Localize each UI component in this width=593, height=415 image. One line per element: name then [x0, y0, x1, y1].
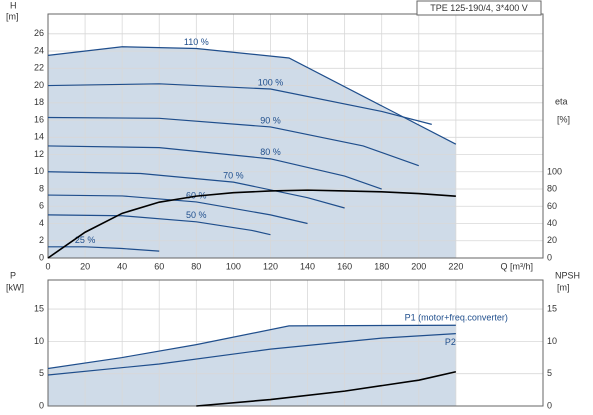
y2-axis-label: NPSH	[555, 270, 580, 280]
operating-range	[48, 325, 456, 406]
y-axis-label: P	[10, 270, 16, 280]
y-tick-label: 24	[34, 45, 44, 55]
y-axis-unit: [kW]	[6, 282, 24, 292]
curve	[47, 214, 271, 236]
curve	[196, 370, 457, 407]
series-label: P1 (motor+freq.converter)	[405, 313, 508, 323]
y-tick-label: 16	[34, 114, 44, 124]
y-tick-label: 2	[39, 235, 44, 245]
x-tick-label: 140	[300, 261, 315, 271]
curve	[47, 194, 308, 225]
y2-tick-label: 100	[547, 166, 562, 176]
x-tick-label: 20	[80, 261, 90, 271]
y-tick-label: 6	[39, 201, 44, 211]
y-tick-label: 4	[39, 218, 44, 228]
y-tick-label: 26	[34, 28, 44, 38]
y2-axis-unit: [m]	[557, 282, 570, 292]
curve	[47, 83, 432, 125]
y2-tick-label: 5	[547, 368, 552, 378]
series-label: P2	[445, 337, 456, 347]
curve	[47, 324, 456, 370]
series-label: 50 %	[186, 210, 207, 220]
x-tick-label: 0	[45, 261, 50, 271]
x-tick-label: 160	[337, 261, 352, 271]
curve	[47, 189, 456, 259]
y-tick-label: 15	[34, 303, 44, 313]
curve	[47, 171, 345, 209]
curve	[47, 145, 382, 190]
curve	[47, 46, 457, 145]
y-tick-label: 10	[34, 166, 44, 176]
x-tick-label: 40	[117, 261, 127, 271]
title-box	[416, 0, 542, 16]
y-tick-label: 0	[39, 252, 44, 262]
chart-title: TPE 125-190/4, 3*400 V	[430, 3, 528, 13]
x-tick-label: 80	[191, 261, 201, 271]
y2-tick-label: 15	[547, 303, 557, 313]
x-tick-label: 200	[411, 261, 426, 271]
y2-tick-label: 80	[547, 184, 557, 194]
y-tick-label: 10	[34, 336, 44, 346]
y-tick-label: 0	[39, 400, 44, 410]
y-axis-unit: [m]	[6, 11, 19, 21]
x-tick-label: 220	[448, 261, 463, 271]
y2-tick-label: 0	[547, 252, 552, 262]
y2-tick-label: 40	[547, 218, 557, 228]
y-tick-label: 8	[39, 183, 44, 193]
series-label: 100 %	[258, 77, 284, 87]
y2-tick-label: 20	[547, 235, 557, 245]
series-label: 90 %	[260, 115, 281, 125]
y-tick-label: 20	[34, 80, 44, 90]
x-tick-label: 120	[263, 261, 278, 271]
x-tick-label: 100	[226, 261, 241, 271]
plot-frame	[47, 13, 544, 259]
y2-axis-label: eta	[555, 96, 568, 106]
y2-tick-label: 60	[547, 201, 557, 211]
y-tick-label: 22	[34, 63, 44, 73]
curve	[48, 246, 160, 252]
y-tick-label: 12	[34, 149, 44, 159]
y-tick-label: 18	[34, 97, 44, 107]
curve	[47, 116, 419, 167]
curve	[47, 333, 456, 376]
x-axis-label: Q [m³/h]	[500, 261, 533, 271]
series-label: 60 %	[186, 190, 207, 200]
series-label: 70 %	[223, 171, 244, 181]
y2-tick-label: 10	[547, 336, 557, 346]
series-label: 110 %	[184, 37, 209, 47]
y-tick-label: 14	[34, 132, 44, 142]
series-label: 25 %	[75, 235, 96, 245]
y-axis-label: H	[10, 0, 17, 10]
y-tick-label: 5	[39, 368, 44, 378]
x-tick-label: 60	[154, 261, 164, 271]
y2-axis-unit: [%]	[557, 114, 570, 124]
plot-frame	[47, 279, 544, 407]
x-tick-label: 180	[374, 261, 389, 271]
y2-tick-label: 0	[547, 400, 552, 410]
series-label: 80 %	[260, 147, 281, 157]
